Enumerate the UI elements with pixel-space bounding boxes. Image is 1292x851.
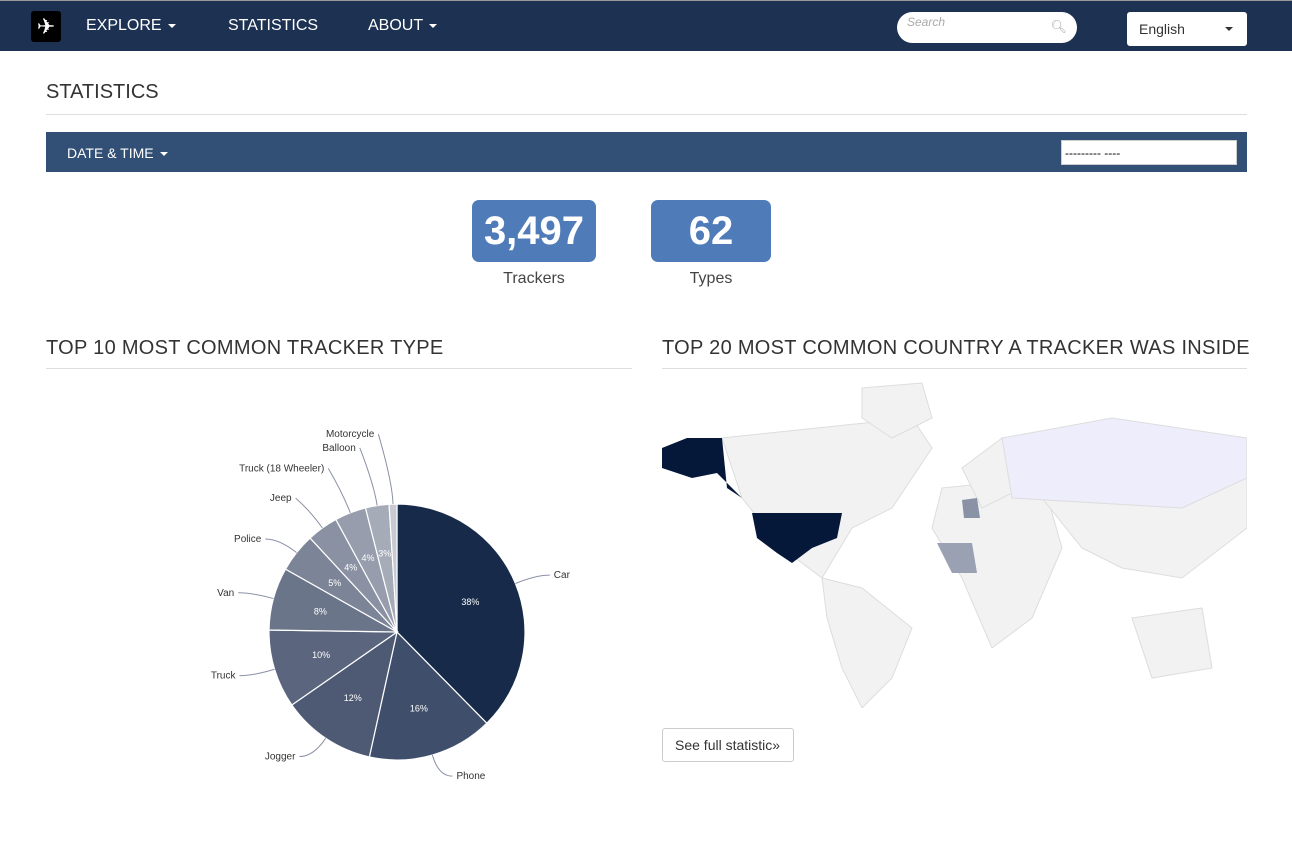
pie-data-label: 3% xyxy=(378,549,391,559)
search-box: 🔍︎ xyxy=(897,12,1077,43)
stat-types: 62 Types xyxy=(651,200,771,288)
pie-slice-motorcycle[interactable] xyxy=(388,503,398,633)
see-full-statistic-button[interactable]: See full statistic» xyxy=(662,728,794,762)
pie-category-label: Police xyxy=(234,534,262,545)
nav-about[interactable]: ABOUT xyxy=(368,17,438,35)
caret-down-icon xyxy=(429,23,438,28)
date-input[interactable] xyxy=(1061,140,1237,165)
stat-value: 3,497 xyxy=(472,200,596,262)
pie-data-label: 10% xyxy=(312,650,330,660)
pie-leader-line xyxy=(265,538,297,554)
pie-data-label: 16% xyxy=(410,703,428,713)
divider xyxy=(46,114,1247,115)
pie-category-label: Truck xyxy=(211,671,237,682)
pie-slice-truck[interactable] xyxy=(268,629,399,706)
nav-label: ABOUT xyxy=(368,17,424,34)
pie-section-title: TOP 10 MOST COMMON TRACKER TYPE xyxy=(46,337,444,359)
pie-data-label: 4% xyxy=(362,553,375,563)
pie-leader-line xyxy=(377,433,394,505)
stat-label: Types xyxy=(689,270,733,287)
pie-leader-line xyxy=(431,754,453,777)
nav-statistics[interactable]: STATISTICS xyxy=(228,17,318,35)
map-section-title: TOP 20 MOST COMMON COUNTRY A TRACKER WAS… xyxy=(662,337,1250,359)
caret-down-icon xyxy=(167,23,176,28)
pie-category-label: Truck (18 Wheeler) xyxy=(239,463,324,474)
pie-category-label: Van xyxy=(217,588,234,599)
date-time-dropdown[interactable]: DATE & TIME xyxy=(67,145,168,161)
pie-chart: 38% Car 16% Phone 12% Jogger 10% Truck 8% Van 5% Po… xyxy=(211,429,571,782)
pie-category-label: Jogger xyxy=(265,752,296,763)
divider xyxy=(662,368,1247,369)
stat-trackers: 3,497 Trackers xyxy=(472,200,596,288)
airplane-icon[interactable]: ✈ xyxy=(31,11,61,42)
page-title: STATISTICS xyxy=(46,81,159,103)
nav-label: STATISTICS xyxy=(228,17,319,34)
pie-category-label: Phone xyxy=(456,771,485,782)
pie-category-label: Balloon xyxy=(322,443,355,454)
pie-category-label: Motorcycle xyxy=(326,429,375,440)
world-map[interactable] xyxy=(662,378,1247,708)
pie-leader-line xyxy=(515,574,550,584)
pie-data-label: 8% xyxy=(314,606,327,616)
caret-down-icon xyxy=(1225,27,1233,31)
pie-leader-line xyxy=(238,592,274,600)
language-value: English xyxy=(1139,21,1185,37)
search-icon[interactable]: 🔍︎ xyxy=(1050,19,1067,34)
pie-slice-jogger[interactable] xyxy=(290,630,398,758)
pie-leader-line xyxy=(327,468,351,513)
divider xyxy=(46,368,632,369)
pie-leader-line xyxy=(359,447,378,506)
pie-leader-line xyxy=(295,497,323,529)
pie-slice-car[interactable] xyxy=(396,503,526,725)
caret-down-icon xyxy=(159,152,168,157)
nav-label: EXPLORE xyxy=(86,17,162,34)
pie-data-label: 12% xyxy=(344,693,362,703)
navbar: ✈ EXPLORE STATISTICS ABOUT 🔍︎ English xyxy=(0,0,1292,51)
pie-category-label: Car xyxy=(554,570,571,581)
pie-data-label: 5% xyxy=(328,578,341,588)
pie-leader-line xyxy=(299,738,327,758)
nav-explore[interactable]: EXPLORE xyxy=(86,17,176,35)
pie-leader-line xyxy=(239,668,275,677)
filter-label: DATE & TIME xyxy=(67,145,154,161)
pie-data-label: 4% xyxy=(344,563,357,573)
stat-label: Trackers xyxy=(503,270,565,287)
search-input[interactable] xyxy=(907,15,1047,29)
pie-category-label: Jeep xyxy=(270,493,292,504)
stat-value: 62 xyxy=(651,200,771,262)
filter-bar: DATE & TIME xyxy=(46,132,1247,172)
pie-data-label: 38% xyxy=(461,597,479,607)
language-select[interactable]: English xyxy=(1127,12,1247,46)
